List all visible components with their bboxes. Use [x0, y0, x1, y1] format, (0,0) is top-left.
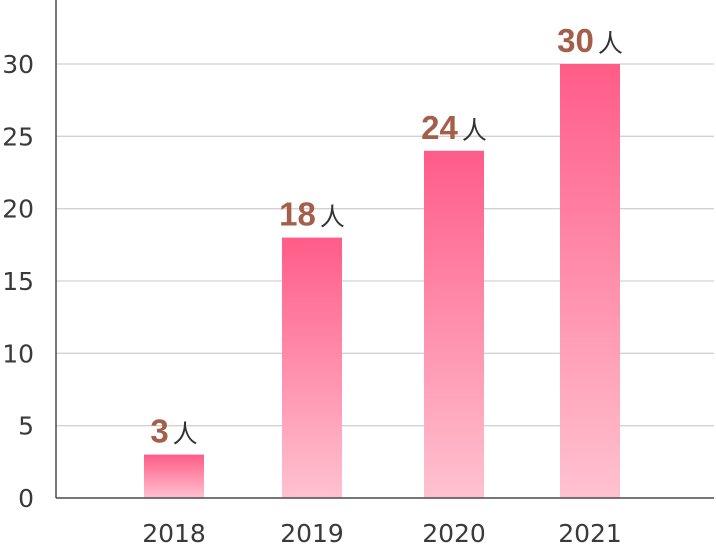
data-label-value: 30 [557, 22, 594, 59]
bars [144, 64, 620, 499]
y-tick-label: 20 [2, 195, 34, 224]
data-label-unit: 人 [598, 29, 623, 58]
x-tick-label: 2021 [558, 519, 622, 546]
axes [55, 0, 714, 499]
data-label-unit: 人 [462, 116, 487, 145]
bar [282, 237, 342, 498]
x-tick-label: 2019 [280, 519, 344, 546]
y-tick-label: 10 [2, 339, 34, 368]
data-label-value: 18 [279, 196, 316, 233]
bar [560, 64, 620, 498]
y-tick-label: 30 [2, 50, 34, 79]
data-label-unit: 人 [320, 203, 345, 232]
data-label: 30 人 [557, 22, 623, 59]
y-tick-label: 0 [18, 484, 34, 513]
bar [144, 454, 204, 498]
x-tick-label: 2018 [142, 519, 206, 546]
y-tick-label: 15 [2, 267, 34, 296]
y-tick-label: 25 [2, 122, 34, 151]
x-tick-label: 2020 [422, 519, 486, 546]
data-label-value: 3 [150, 413, 168, 450]
data-label: 18 人 [279, 196, 345, 233]
data-label: 24 人 [421, 109, 487, 146]
data-label-unit: 人 [173, 420, 198, 449]
data-label-value: 24 [421, 109, 458, 146]
y-tick-label: 5 [18, 412, 34, 441]
bar [424, 150, 484, 499]
